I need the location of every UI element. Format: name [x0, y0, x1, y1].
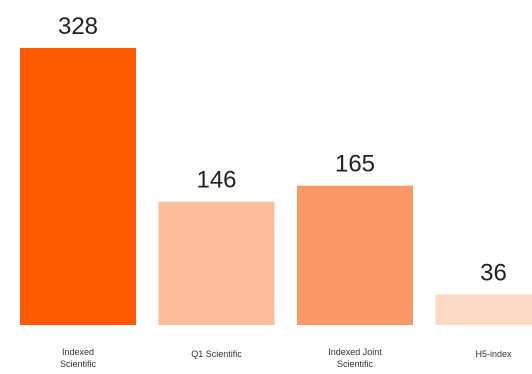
bar-3 [435, 294, 532, 325]
value-label-1: 146 [196, 167, 236, 194]
category-label-1: Q1 Scientific [191, 349, 242, 359]
bar-0 [20, 48, 136, 325]
bar-2 [297, 185, 413, 325]
bar-1 [158, 201, 275, 325]
category-label-3: H5-index [475, 349, 512, 359]
category-label-0: Indexed Scientific [60, 347, 97, 369]
category-labels-group: Indexed Scientific Q1 Scientific Indexed Jo… [60, 347, 512, 369]
value-label-3: 36 [480, 260, 507, 287]
value-label-2: 165 [335, 151, 375, 178]
bars-group [20, 48, 532, 325]
value-label-0: 328 [58, 13, 98, 40]
category-label-2: Indexed Joint Scientific [328, 347, 382, 369]
value-labels-group: 328 146 165 36 [58, 13, 507, 287]
